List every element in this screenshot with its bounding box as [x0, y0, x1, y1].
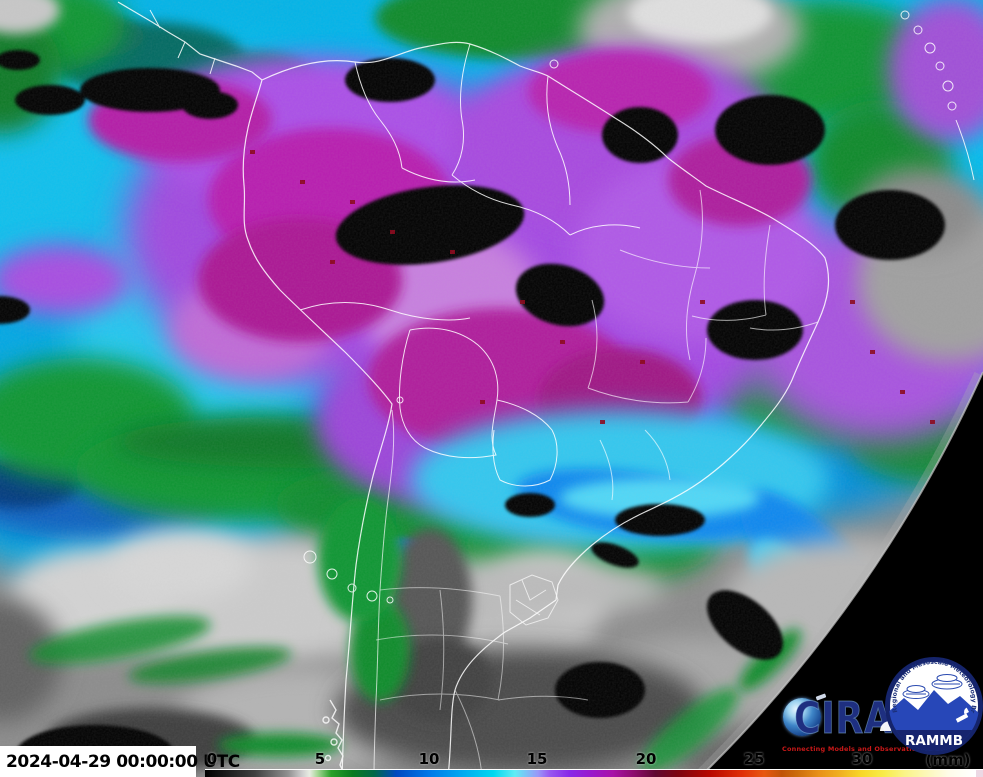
colorbar-tick-10: 10: [418, 750, 440, 768]
cloud-icon: [902, 674, 963, 699]
timestamp-box: 2024-04-29 00:00:00 UTC: [0, 746, 240, 777]
colorbar-overflow-tail: [976, 770, 983, 777]
country-borders: [117, 1, 975, 777]
limb-rim: [699, 371, 983, 777]
island-chain: [900, 10, 975, 181]
rammb-logo: Regional and Mesoscale Meteorology Branc…: [882, 651, 983, 756]
colorbar-tick-0: 0: [206, 750, 218, 768]
colorbar-tick-25: 25: [743, 750, 765, 768]
cira-wordmark: CIRA: [794, 693, 893, 745]
colorbar-unit-label: (mm): [925, 751, 971, 769]
rammb-satellite-icon: [955, 707, 970, 723]
cira-tagline: Connecting Models and Observations: [782, 745, 926, 753]
rammb-wordmark: RAMMB: [905, 733, 963, 749]
colorbar-tick-30: 30: [851, 750, 873, 768]
fjords-coast: [322, 699, 345, 774]
cira-logo: CIRA Connecting Models and Observations: [782, 693, 926, 757]
earth-globe-icon: [783, 698, 821, 736]
timestamp: 2024-04-29 00:00:00 UTC: [6, 751, 240, 772]
colorbar-tick-5: 5: [314, 750, 326, 768]
colorbar-gradient: [205, 770, 974, 777]
ocean-islands: [303, 550, 394, 604]
colorbar: [205, 769, 983, 777]
colorbar-tick-15: 15: [526, 750, 548, 768]
colorbar-end-separator: [974, 770, 976, 777]
colorbar-tick-20: 20: [635, 750, 657, 768]
